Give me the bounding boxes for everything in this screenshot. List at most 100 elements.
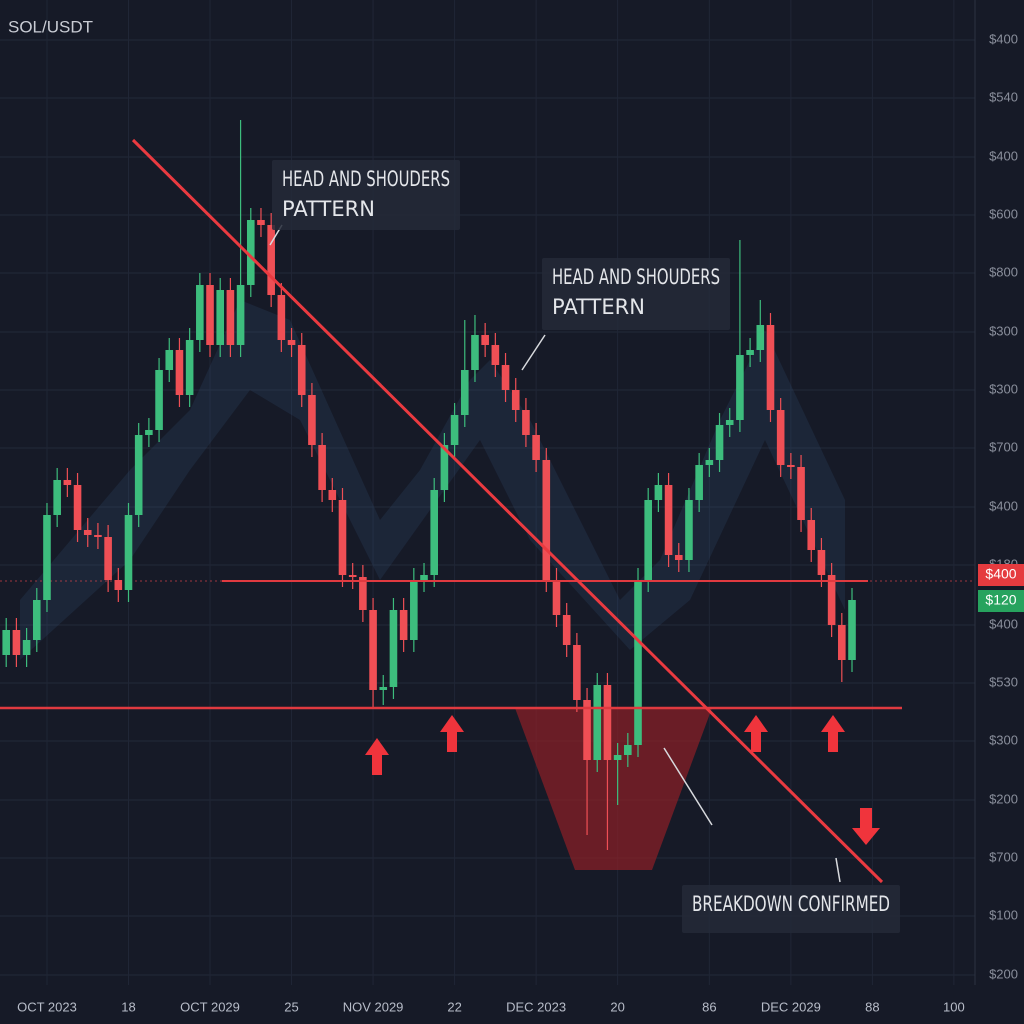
candle-body [94,535,102,537]
candle-body [338,500,347,575]
annotation-box [542,258,730,330]
candle-body [175,350,184,395]
candle-body [827,575,836,625]
candle-body [817,550,826,575]
candle-body [287,340,296,345]
candle-body [104,537,112,580]
candle-body [196,285,204,340]
y-tick-label: $700 [989,439,1018,454]
candle-body [420,575,428,580]
annotation-text: HEAD AND SHOUDERS [552,265,720,289]
candle-body [348,575,357,577]
shaded-band [20,300,845,660]
up-arrow [821,715,845,752]
candles [2,120,856,850]
y-tick-label: $300 [989,381,1018,396]
chart-title: SOL/USDT [8,17,93,36]
candle-body [83,530,92,535]
candle-body [318,445,326,490]
candle-body [399,610,408,640]
candle-body [450,415,459,445]
candle-body [562,615,571,645]
candle-body [766,325,775,410]
candle-body [369,610,377,690]
candle-body [145,430,153,435]
candle-body [481,335,489,345]
annotations: HEAD AND SHOUDERS PATTERN HEAD AND SHOUDER… [272,160,900,933]
candle-body [63,480,72,485]
candle-body [134,435,143,515]
candle-body [542,460,551,580]
candle-body [53,480,61,515]
candle-body [654,485,663,500]
candle-body [725,420,734,425]
candle-body [73,485,82,530]
candle-body [430,490,439,575]
candle-body [501,365,510,390]
x-tick-label: DEC 2023 [506,999,566,1014]
x-tick-label: NOV 2029 [343,999,404,1014]
candle-body [155,370,163,430]
candle-body [644,500,652,580]
y-tick-label: $400 [989,616,1018,631]
candle-body [257,220,265,225]
candle-body [715,425,724,460]
annotation-text: BREAKDOWN CONFIRMED [692,892,890,916]
pointer [521,334,546,371]
candle-body [705,460,714,465]
candle-body [2,630,11,655]
annotation-box [682,885,900,933]
annotation-text: PATTERN [552,295,645,319]
candle-body [410,580,418,640]
candle-body [695,465,703,500]
candle-body [838,625,846,660]
y-tick-label: $700 [989,849,1018,864]
candle-body [216,290,225,345]
annotation-text: HEAD AND SHOUDERS [282,167,450,191]
candle-body [624,745,632,755]
y-tick-label: $300 [989,323,1018,338]
x-tick-label: 86 [702,999,716,1014]
breakdown-zone [515,708,712,870]
candle-body [440,445,449,490]
candle-body [43,515,51,600]
candle-body [491,345,500,365]
annotation-box [272,160,460,230]
candle-body [797,467,805,520]
candle-body [114,580,123,590]
x-tick-label: 100 [943,999,965,1014]
candle-body [267,225,275,295]
y-tick-label: $200 [989,791,1018,806]
candle-body [593,685,602,760]
x-tick-label: 22 [447,999,461,1014]
x-tick-label: OCT 2023 [17,999,77,1014]
x-tick-label: 18 [121,999,135,1014]
y-tick-label: $200 [989,966,1018,981]
candle-body [297,345,306,395]
x-tick-label: DEC 2029 [761,999,821,1014]
x-tick-label: 25 [284,999,298,1014]
candle-body [552,580,561,615]
candle-body [226,290,235,345]
candle-body [22,640,31,655]
down-arrow [852,808,880,845]
y-tick-label: $100 [989,907,1018,922]
candle-body [613,755,622,760]
trend-line [131,138,884,884]
candle-body [746,350,754,355]
candle-body [776,410,785,465]
candle-body [460,370,469,415]
y-tick-label: $530 [989,674,1018,689]
pattern-bands [20,300,845,660]
price-tag [978,590,1024,612]
candle-body [359,577,367,610]
candle-body [185,340,194,395]
candle-body [12,630,21,655]
candle-body [277,295,286,340]
annotation-text: PATTERN [282,197,375,221]
y-tick-label: $600 [989,206,1018,221]
candle-body [246,220,255,285]
up-arrow [744,715,768,752]
price-tag-label: $400 [985,566,1016,582]
up-arrow [365,738,389,775]
